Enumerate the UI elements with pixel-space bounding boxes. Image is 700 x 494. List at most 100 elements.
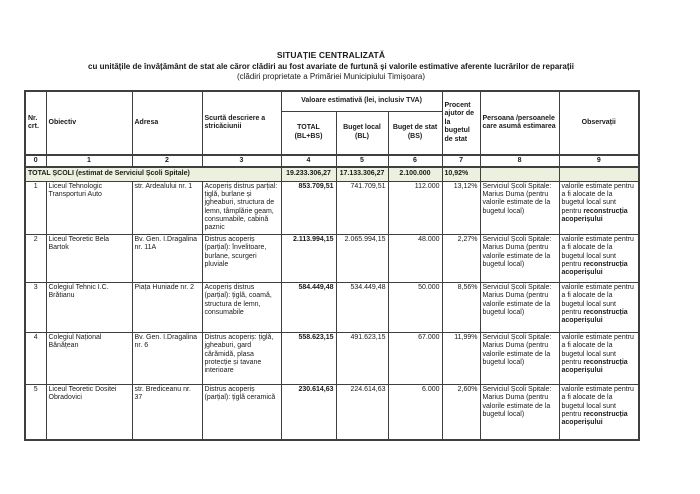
total-row-buget-local: 17.133.306,27 [335,166,389,182]
column-index: 1 [45,154,133,168]
total-row-total: 19.233.306,27 [280,166,337,182]
cell-descriere: Acoperiș distrus (parțial): țiglă, coamă… [201,281,282,333]
total-row-label: TOTAL ȘCOLI (estimat de Serviciul Școli … [24,166,282,182]
observatii-text: valorile estimate pentru a fi alocate de… [561,182,634,215]
observatii-bold-text: reconstrucția acoperișului [561,359,628,375]
cell-persoana: Serviciul Școli Spitale: Marius Duma (pe… [479,383,560,441]
cell-obiectiv: Liceul Teoretic Dositei Obradovici [45,383,133,441]
cell-total: 230.614,63 [280,383,337,441]
cell-buget-local: 224.614,63 [335,383,389,441]
cell-nr: 3 [24,281,47,333]
column-index: 2 [131,154,203,168]
cell-observatii: valorile estimate pentru a fi alocate de… [558,331,640,385]
cell-buget-local: 534.449,48 [335,281,389,333]
header-row-group: Nr. crt. Obiectiv Adresa Scurtă descrier… [24,90,640,156]
column-index: 9 [558,154,640,168]
document-page: SITUAȚIE CENTRALIZATĂ cu unitățile de în… [24,50,641,442]
cell-adresa: str. Brediceanu nr. 37 [131,383,203,441]
cell-procent: 2,60% [441,383,481,441]
column-index: 8 [479,154,560,168]
cell-observatii: valorile estimate pentru a fi alocate de… [558,281,640,333]
cell-buget-stat: 67.000 [387,331,443,385]
cell-adresa: Bv. Gen. I.Dragalina nr. 11A [131,233,203,283]
cell-descriere: Acoperiș distrus parțial: țiglă, burlane… [201,180,282,235]
observatii-text: valorile estimate pentru a fi alocate de… [561,235,634,269]
table-row: 1 Liceul Tehnologic Transporturi Auto st… [24,180,640,235]
cell-obiectiv: Liceul Tehnologic Transporturi Auto [45,180,133,235]
cell-buget-stat: 48.000 [387,233,443,283]
cell-adresa: str. Ardealului nr. 1 [131,180,203,235]
total-row-observatii-empty [558,166,640,182]
cell-total: 584.449,48 [280,281,337,333]
cell-nr: 5 [24,383,47,441]
table-row: 2 Liceul Teoretic Bela Bartok Bv. Gen. I… [24,233,640,283]
observatii-bold-text: reconstrucția acoperișului [561,411,628,427]
column-index: 4 [280,154,337,168]
header-obiectiv: Obiectiv [45,90,133,156]
cell-procent: 8,56% [441,281,481,333]
cell-total: 558.623,15 [280,331,337,385]
header-observatii: Observații [558,90,640,156]
cell-obiectiv: Liceul Teoretic Bela Bartok [45,233,133,283]
column-index: 0 [24,154,47,168]
cell-persoana: Serviciul Școli Spitale: Marius Duma (pe… [479,281,560,333]
header-procent-ajutor: Procent ajutor de la bugetul de stat [441,90,481,156]
column-index-row: 0 1 2 3 4 5 6 7 8 9 [24,154,640,168]
total-row-persoana-empty [479,166,560,182]
document-title-block: SITUAȚIE CENTRALIZATĂ cu unitățile de în… [24,50,638,81]
cell-persoana: Serviciul Școli Spitale: Marius Duma (pe… [479,180,560,235]
table-row: 3 Colegiul Tehnic I.C. Brătianu Piața Hu… [24,281,640,333]
cell-buget-stat: 6.000 [387,383,443,441]
observatii-text: valorile estimate pentru a fi alocate de… [561,385,634,419]
cell-observatii: valorile estimate pentru a fi alocate de… [558,383,640,441]
header-nr-crt: Nr. crt. [24,90,47,156]
table-row: 4 Colegiul Național Bănățean Bv. Gen. I.… [24,331,640,385]
total-row-procent: 10,92% [441,166,481,182]
header-total-bl-bs: TOTAL (BL+BS) [280,110,337,156]
cell-nr: 2 [24,233,47,283]
cell-buget-local: 491.623,15 [335,331,389,385]
cell-persoana: Serviciul Școli Spitale: Marius Duma (pe… [479,233,560,283]
column-index: 6 [387,154,443,168]
header-descriere: Scurtă descriere a stricăciunii [201,90,282,156]
cell-procent: 2,27% [441,233,481,283]
header-valoare-estimativa-group: Valoare estimativă (lei, inclusiv TVA) [280,90,443,112]
header-buget-stat: Buget de stat (BS) [387,110,443,156]
cell-adresa: Bv. Gen. I.Dragalina nr. 6 [131,331,203,385]
cell-descriere: Distrus acoperiș: țiglă, jgheaburi, gard… [201,331,282,385]
header-adresa: Adresa [131,90,203,156]
column-index: 7 [441,154,481,168]
observatii-text: valorile estimate pentru a fi alocate de… [561,333,634,367]
document-subtitle: cu unitățile de învățământ de stat ale c… [88,62,574,71]
schools-damage-table: Nr. crt. Obiectiv Adresa Scurtă descrier… [24,90,641,442]
cell-observatii: valorile estimate pentru a fi alocate de… [558,180,640,235]
document-title: SITUAȚIE CENTRALIZATĂ [276,50,386,60]
cell-nr: 1 [24,180,47,235]
observatii-text: valorile estimate pentru a fi alocate de… [561,283,634,317]
cell-buget-stat: 50.000 [387,281,443,333]
header-row-sub: TOTAL (BL+BS) Buget local (BL) Buget de … [25,110,639,156]
cell-total: 853.709,51 [280,180,337,235]
cell-total: 2.113.994,15 [280,233,337,283]
observatii-bold-text: reconstrucția acoperișului [561,309,628,325]
total-row-buget-stat: 2.100.000 [387,166,443,182]
column-index: 3 [201,154,282,168]
cell-buget-local: 2.065.994,15 [335,233,389,283]
cell-descriere: Distrus acoperiș (parțial): învelitoare,… [201,233,282,283]
cell-procent: 11,99% [441,331,481,385]
cell-observatii: valorile estimate pentru a fi alocate de… [558,233,640,283]
header-persoana: Persoana /persoanele care asumă estimare… [479,90,560,156]
cell-obiectiv: Colegiul Național Bănățean [45,331,133,385]
cell-buget-local: 741.709,51 [335,180,389,235]
document-subtitle-note: (clădiri proprietate a Primăriei Municip… [236,72,426,81]
table-row: 5 Liceul Teoretic Dositei Obradovici str… [24,383,640,441]
observatii-bold-text: reconstrucția acoperișului [561,207,628,224]
column-index: 5 [335,154,389,168]
cell-descriere: Distrus acoperiș (parțial): țiglă cerami… [201,383,282,441]
cell-procent: 13,12% [441,180,481,235]
cell-persoana: Serviciul Școli Spitale: Marius Duma (pe… [479,331,560,385]
observatii-bold-text: reconstrucția acoperișului [561,261,628,277]
cell-buget-stat: 112.000 [387,180,443,235]
cell-obiectiv: Colegiul Tehnic I.C. Brătianu [45,281,133,333]
cell-nr: 4 [24,331,47,385]
